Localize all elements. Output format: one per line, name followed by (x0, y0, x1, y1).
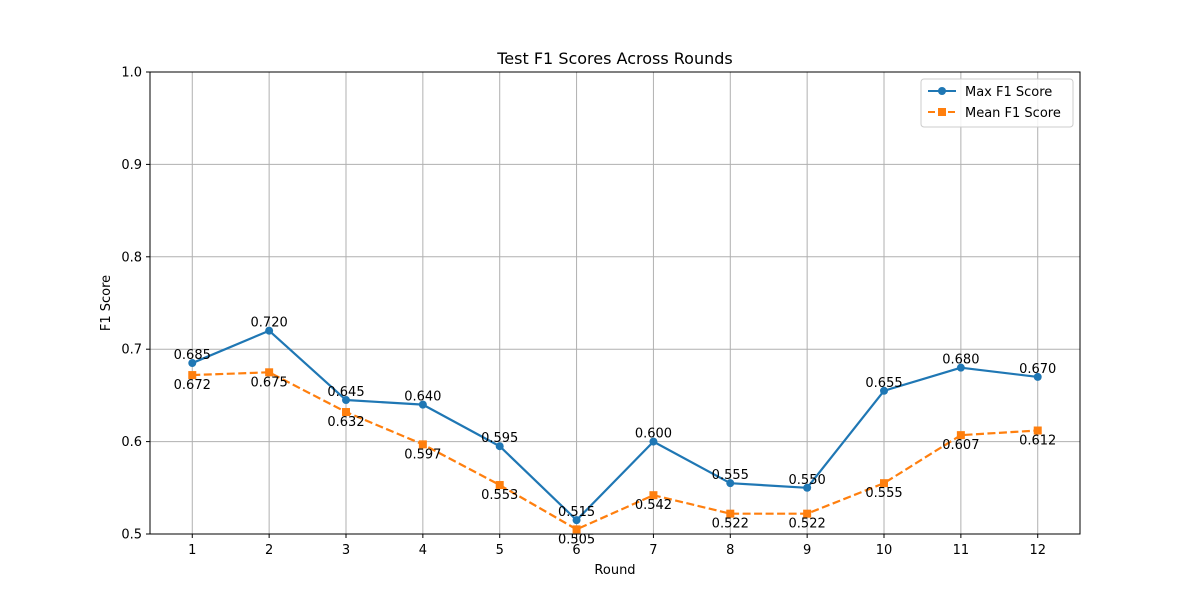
data-label: 0.542 (635, 498, 672, 513)
data-label: 0.597 (404, 447, 441, 462)
data-point (726, 479, 735, 488)
data-label: 0.655 (865, 376, 902, 391)
data-label: 0.680 (942, 353, 979, 368)
data-label: 0.640 (404, 390, 441, 405)
x-tick-label: 7 (649, 543, 657, 558)
x-tick-label: 9 (803, 543, 811, 558)
data-point (803, 509, 812, 518)
data-label-layer: 0.685 0.720 0.645 0.640 0.595 0.515 0.600 0.555… (174, 316, 1057, 548)
y-axis-label: F1 Score (99, 275, 114, 331)
data-label: 0.600 (635, 427, 672, 442)
x-tick-label: 3 (342, 543, 350, 558)
data-point (572, 516, 581, 525)
chart-title: Test F1 Scores Across Rounds (496, 49, 733, 68)
data-point (495, 481, 504, 490)
data-label: 0.632 (327, 415, 364, 430)
x-tick-label: 8 (726, 543, 734, 558)
data-label: 0.607 (942, 438, 979, 453)
data-label: 0.515 (558, 505, 595, 520)
legend-label-mean: Mean F1 Score (965, 106, 1061, 121)
data-point (341, 408, 350, 417)
data-label: 0.555 (712, 468, 749, 483)
y-tick-label: 0.5 (121, 528, 142, 543)
y-tick-label: 0.9 (121, 158, 142, 173)
legend: Max F1 Score Mean F1 Score (920, 78, 1074, 128)
plot-frame (149, 71, 1081, 535)
x-tick-label: 2 (265, 543, 273, 558)
x-tick-label: 10 (876, 543, 893, 558)
y-tick-label: 0.7 (121, 343, 142, 358)
series-line-mean-f1 (192, 371, 1038, 531)
x-tick-label: 5 (496, 543, 504, 558)
data-label: 0.522 (789, 517, 826, 532)
data-label: 0.675 (251, 375, 288, 390)
data-point (265, 368, 274, 377)
legend-box (920, 78, 1074, 128)
x-tick-label: 11 (953, 543, 970, 558)
tick-layer: 1 2 3 4 5 6 7 8 9 10 11 120.50.60.70.80.91.0 (121, 66, 1046, 559)
data-point (1033, 372, 1042, 381)
data-label: 0.720 (251, 316, 288, 331)
y-tick-label: 0.8 (121, 250, 142, 265)
legend-label-max: Max F1 Score (965, 85, 1052, 100)
data-point (1033, 426, 1042, 435)
x-tick-label: 4 (419, 543, 427, 558)
data-label: 0.672 (174, 378, 211, 393)
data-label: 0.595 (481, 431, 518, 446)
data-point (188, 371, 197, 380)
grid-layer (150, 71, 1080, 535)
legend-marker-mean (938, 108, 946, 116)
data-label: 0.550 (789, 473, 826, 488)
data-point (726, 509, 735, 518)
data-label: 0.505 (558, 532, 595, 547)
data-point (956, 431, 965, 440)
data-point (572, 525, 581, 534)
data-point (803, 483, 812, 492)
series-layer (188, 326, 1042, 534)
data-label: 0.555 (865, 486, 902, 501)
data-point (495, 442, 504, 451)
series-line-max-f1 (191, 329, 1038, 522)
data-point (880, 479, 889, 488)
data-point (649, 491, 658, 500)
data-label: 0.645 (327, 385, 364, 400)
data-point (649, 437, 658, 446)
data-label: 0.612 (1019, 434, 1056, 449)
data-point (956, 363, 965, 372)
data-label: 0.522 (712, 517, 749, 532)
x-tick-label: 12 (1029, 543, 1046, 558)
x-tick-label: 6 (572, 543, 580, 558)
data-point (341, 396, 350, 405)
data-label: 0.553 (481, 488, 518, 503)
data-point (880, 386, 889, 395)
data-point (265, 326, 274, 335)
y-tick-label: 1.0 (121, 66, 142, 81)
data-label: 0.685 (174, 348, 211, 363)
legend-marker-max (938, 87, 946, 95)
data-label: 0.670 (1019, 362, 1056, 377)
y-tick-label: 0.6 (121, 435, 142, 450)
x-tick-label: 1 (188, 543, 196, 558)
data-point (418, 440, 427, 449)
data-point (188, 359, 197, 368)
x-axis-label: Round (594, 563, 635, 578)
data-point (418, 400, 427, 409)
